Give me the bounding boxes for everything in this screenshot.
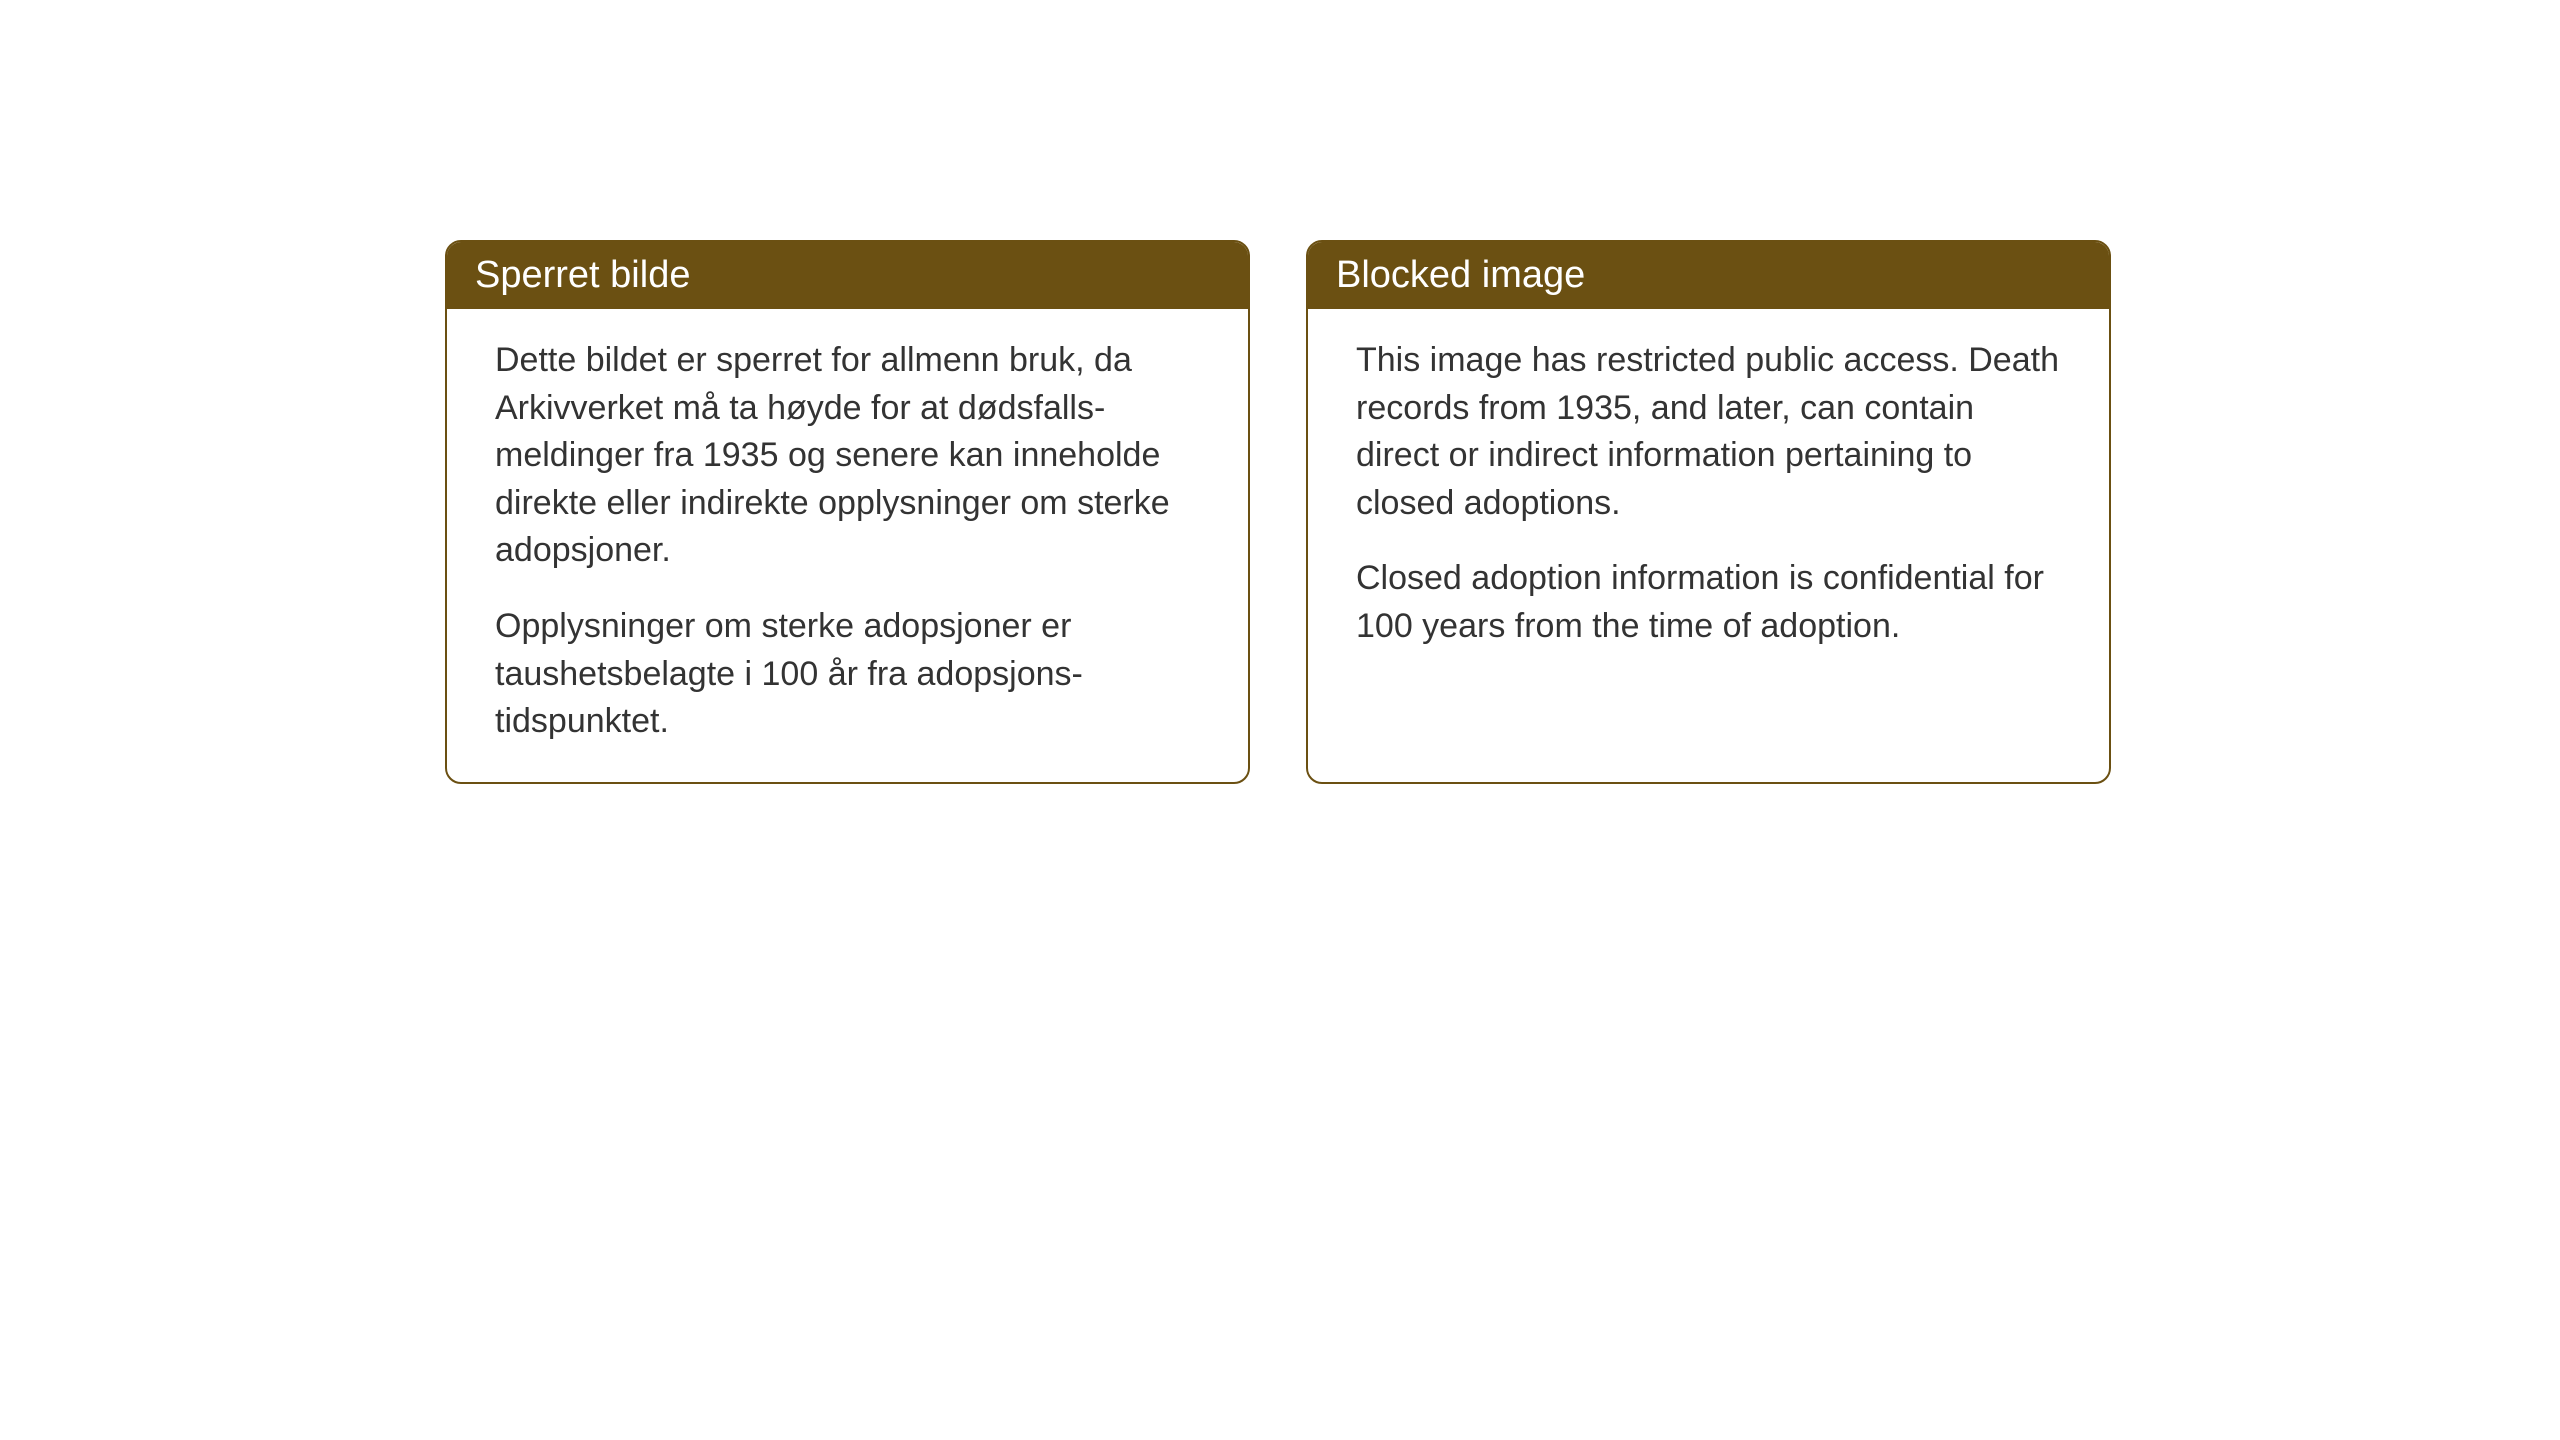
notice-body-english: This image has restricted public access.… (1308, 309, 2109, 687)
notice-paragraph: This image has restricted public access.… (1356, 337, 2061, 527)
notice-paragraph: Opplysninger om sterke adopsjoner er tau… (495, 603, 1200, 746)
notice-paragraph: Closed adoption information is confident… (1356, 555, 2061, 650)
notice-card-norwegian: Sperret bilde Dette bildet er sperret fo… (445, 240, 1250, 784)
notice-paragraph: Dette bildet er sperret for allmenn bruk… (495, 337, 1200, 575)
notice-card-english: Blocked image This image has restricted … (1306, 240, 2111, 784)
notice-header-english: Blocked image (1308, 242, 2109, 309)
notice-header-norwegian: Sperret bilde (447, 242, 1248, 309)
notice-container: Sperret bilde Dette bildet er sperret fo… (445, 240, 2111, 784)
notice-body-norwegian: Dette bildet er sperret for allmenn bruk… (447, 309, 1248, 782)
